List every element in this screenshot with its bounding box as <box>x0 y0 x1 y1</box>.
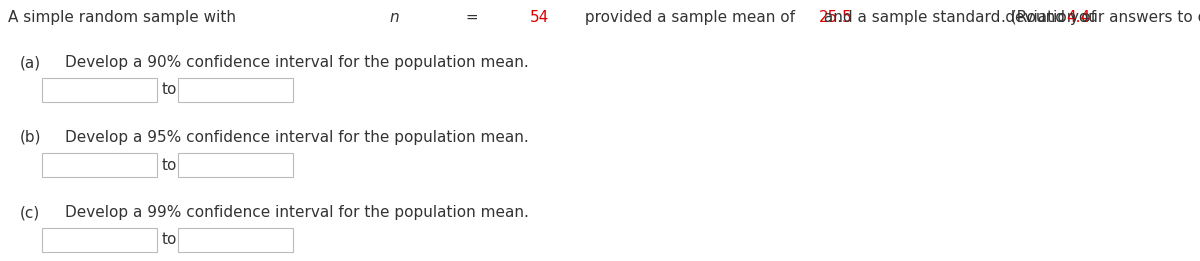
Text: (b): (b) <box>20 130 42 145</box>
Text: and a sample standard deviation of: and a sample standard deviation of <box>818 10 1100 25</box>
Text: (c): (c) <box>20 205 41 220</box>
Bar <box>178 228 293 252</box>
Text: 4.4: 4.4 <box>1067 10 1091 25</box>
Bar <box>42 78 157 102</box>
Text: Develop a 90% confidence interval for the population mean.: Develop a 90% confidence interval for th… <box>65 55 529 70</box>
Text: to: to <box>162 157 178 173</box>
Bar <box>42 153 157 177</box>
Text: 25.5: 25.5 <box>820 10 853 25</box>
Text: to: to <box>162 233 178 247</box>
Bar <box>178 78 293 102</box>
Text: (a): (a) <box>20 55 41 70</box>
Text: 54: 54 <box>530 10 550 25</box>
Text: . (Round your answers to one decimal place.): . (Round your answers to one decimal pla… <box>1001 10 1200 25</box>
Text: n: n <box>389 10 398 25</box>
Text: Develop a 95% confidence interval for the population mean.: Develop a 95% confidence interval for th… <box>65 130 529 145</box>
Text: Develop a 99% confidence interval for the population mean.: Develop a 99% confidence interval for th… <box>65 205 529 220</box>
Text: provided a sample mean of: provided a sample mean of <box>580 10 799 25</box>
Bar <box>178 153 293 177</box>
Text: =: = <box>461 10 484 25</box>
Text: A simple random sample with: A simple random sample with <box>8 10 241 25</box>
Text: to: to <box>162 82 178 98</box>
Bar <box>42 228 157 252</box>
